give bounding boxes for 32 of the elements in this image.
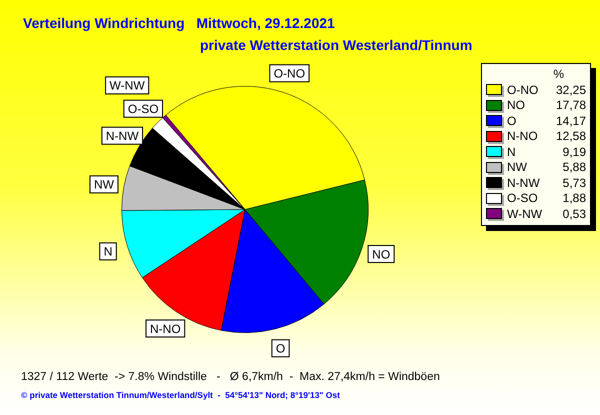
data-label: 1,88: [562, 191, 586, 206]
chart-title: Verteilung Windrichtung Mittwoch, 29.12.2021: [23, 15, 335, 31]
legend-label: O: [507, 114, 518, 128]
legend-label: NO: [507, 98, 526, 112]
text: © private Wetterstation Tinnum/Westerland/Sylt - 54°54'13" Nord; 8°19'13" Ost: [21, 390, 340, 400]
legend-label: W-NW: [507, 206, 544, 221]
data-label: 12,58: [556, 129, 586, 144]
data-label: 5,88: [562, 160, 586, 174]
slice-label: O-SO: [128, 102, 159, 116]
slice-label: O: [276, 342, 286, 356]
legend-title: %: [552, 67, 565, 82]
legend-label: N-NW: [507, 176, 541, 190]
slice-label: W-NW: [110, 78, 146, 93]
slice-label: N: [104, 244, 112, 259]
legend-label: N: [507, 144, 517, 159]
data-label: 14,17: [556, 114, 586, 128]
slice-label: O-NO: [274, 66, 306, 81]
legend-label: O-SO: [507, 191, 539, 206]
slice-label: N-NO: [150, 322, 181, 336]
legend-label: N-NO: [507, 129, 539, 144]
slice-label: NW: [94, 178, 115, 192]
data-label: 17,78: [556, 98, 586, 112]
data-label: 32,25: [556, 82, 586, 97]
data-label: 0,53: [562, 206, 586, 221]
slice-label: N-NW: [106, 129, 140, 144]
data-label: 5,73: [562, 176, 586, 190]
chart-subtitle: private Wetterstation Westerland/Tinnum: [200, 37, 472, 53]
legend-label: O-NO: [507, 82, 540, 97]
text: 1327 / 112 Werte -> 7.8% Windstille - Ø 6,7km/h - Max. 27,4km/h = Windböen: [21, 371, 440, 383]
data-label: 9,19: [562, 144, 586, 159]
legend-label: NW: [507, 160, 528, 174]
slice-label: NO: [372, 247, 390, 262]
